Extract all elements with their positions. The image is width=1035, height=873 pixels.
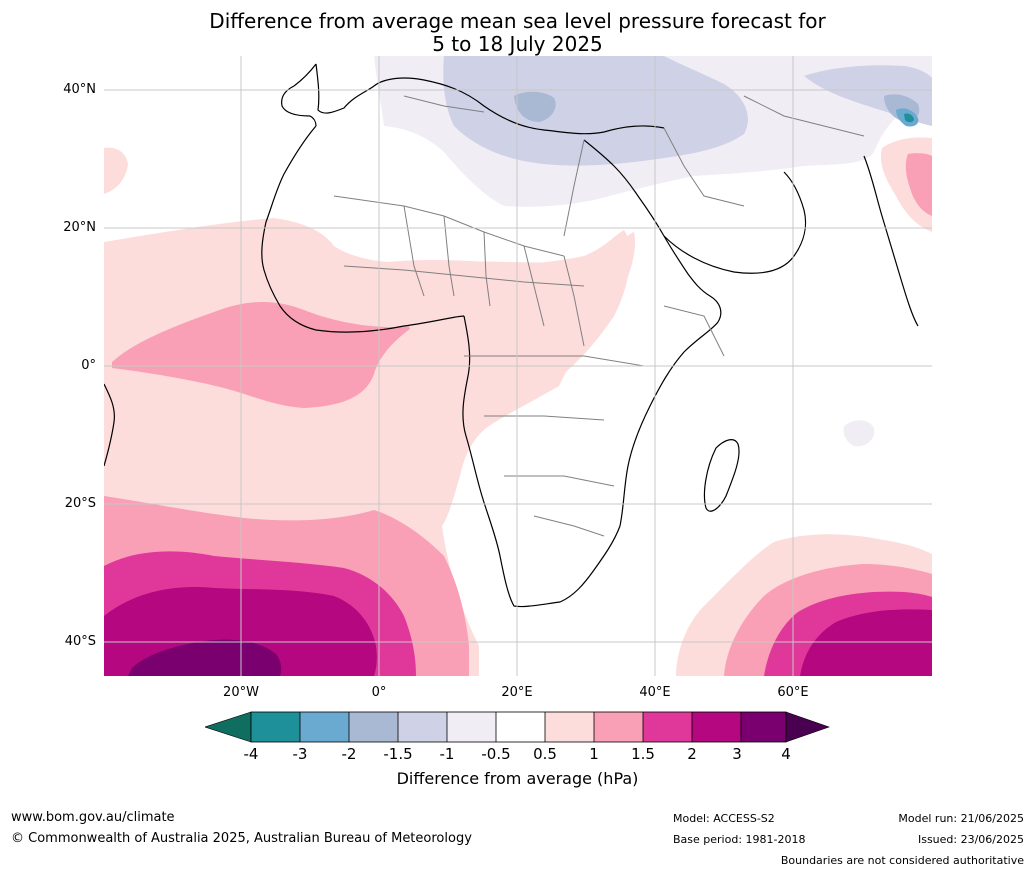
colorbar-tick: -2 (341, 745, 357, 763)
anomaly-pos05-northwest (104, 147, 128, 194)
colorbar-tick: -1 (439, 745, 455, 763)
lon-label-60e: 60°E (777, 685, 809, 700)
colorbar-label: Difference from average (hPa) (396, 769, 639, 788)
colorbar-bin-pos15 (643, 712, 692, 742)
colorbar-tick: -1.5 (383, 745, 413, 763)
colorbar (205, 711, 830, 743)
anomaly-pos3-south-atlantic (128, 639, 282, 676)
colorbar-tick: 3 (732, 745, 742, 763)
lon-label-0: 0° (371, 685, 387, 700)
graticule (104, 56, 932, 676)
colorbar-bin-pos05 (545, 712, 594, 742)
coastlines (104, 63, 919, 608)
colorbar-bin-neg1 (447, 712, 496, 742)
colorbar-bin-neg15 (398, 712, 447, 742)
title-line-2: 5 to 18 July 2025 (432, 32, 603, 56)
footer-disclaimer: Boundaries are not considered authoritat… (780, 854, 1024, 867)
lat-label-0: 0° (81, 358, 96, 373)
anomaly-neg3-tibet (904, 113, 914, 123)
colorbar-bin-pos1 (594, 712, 643, 742)
lat-label-40n: 40°N (63, 82, 96, 97)
footer-model: Model: ACCESS-S2 (673, 812, 775, 825)
colorbar-tick: 1 (589, 745, 599, 763)
footer-issued: Issued: 23/06/2025 (917, 833, 1024, 846)
lat-label-20s: 20°S (64, 496, 96, 511)
anomaly-pos1-equatorial (112, 301, 414, 408)
lon-label-20w: 20°W (223, 685, 259, 700)
colorbar-tick: 4 (781, 745, 791, 763)
colorbar-bin-neg3 (300, 712, 349, 742)
colorbar-tick: -4 (243, 745, 259, 763)
lat-label-40s: 40°S (64, 634, 96, 649)
colorbar-tick: 1.5 (631, 745, 655, 763)
anomaly-neg1-mediterranean (443, 56, 748, 166)
colorbar-tick: -3 (292, 745, 308, 763)
footer-model-run: Model run: 21/06/2025 (898, 812, 1024, 825)
anomaly-neg15-aegean (514, 91, 556, 122)
footer-copyright: © Commonwealth of Australia 2025, Austra… (11, 831, 472, 846)
colorbar-bin-neg4 (251, 712, 300, 742)
map-title: Difference from average mean sea level p… (0, 10, 1035, 56)
colorbar-tick: 0.5 (533, 745, 557, 763)
colorbar-bin-neg2 (349, 712, 398, 742)
country-borders (333, 95, 865, 537)
lon-label-20e: 20°E (501, 685, 533, 700)
lon-label-40e: 40°E (639, 685, 671, 700)
title-line-1: Difference from average mean sea level p… (209, 9, 826, 33)
colorbar-tick: -0.5 (481, 745, 511, 763)
anomaly-neg05-indian (843, 420, 875, 447)
map-canvas (104, 56, 932, 676)
anomaly-pos2-indian (800, 609, 932, 676)
colorbar-bin-zero (496, 712, 545, 742)
footer-website[interactable]: www.bom.gov.au/climate (11, 810, 175, 825)
colorbar-bin-pos3 (741, 712, 786, 742)
colorbar-tick: 2 (687, 745, 697, 763)
colorbar-min-extend (205, 711, 252, 743)
anomaly-map (104, 56, 932, 676)
lat-label-20n: 20°N (63, 220, 96, 235)
footer-base-period: Base period: 1981-2018 (673, 833, 806, 846)
anomaly-pos1-india (905, 153, 932, 216)
colorbar-bin-pos2 (692, 712, 741, 742)
colorbar-max-extend (785, 711, 830, 743)
